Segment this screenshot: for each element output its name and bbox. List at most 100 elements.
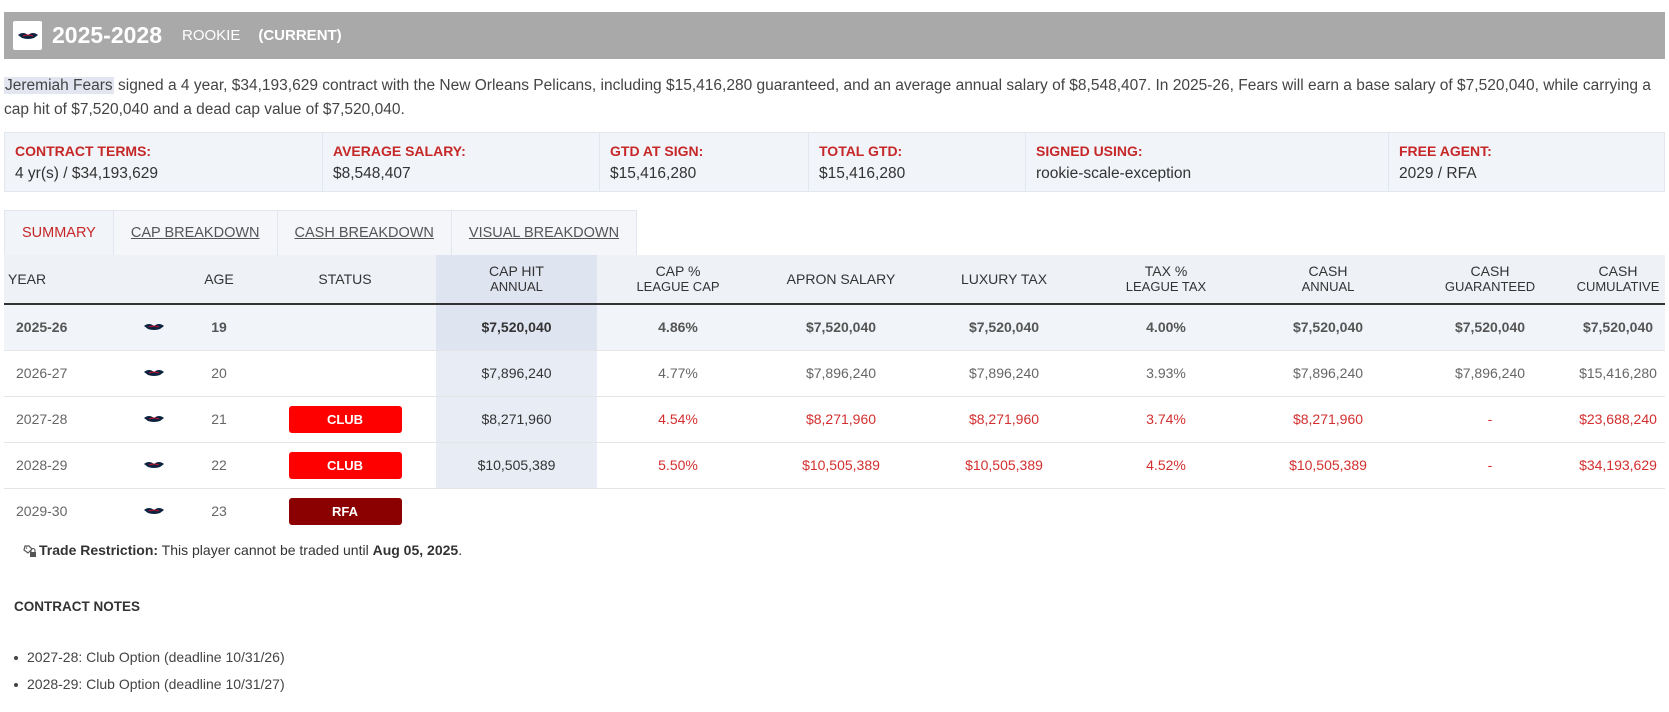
table-row: 2029-30 23 RFA <box>4 488 1665 534</box>
pelicans-logo-icon <box>144 324 164 331</box>
cell-cap-hit: $7,520,040 <box>436 304 597 351</box>
term-label: AVERAGE SALARY: <box>333 143 466 159</box>
cell-cash-cumulative: $23,688,240 <box>1571 396 1665 443</box>
team-logo-cell <box>124 396 184 443</box>
club-option-badge: CLUB <box>288 405 402 433</box>
col-header-cash-annual[interactable]: CASH ANNUAL <box>1247 255 1409 305</box>
cell-apron: $10,505,389 <box>759 442 923 489</box>
pelicans-logo-icon <box>144 508 164 515</box>
cell-luxury: $7,896,240 <box>923 350 1085 397</box>
cell-cash-annual: $7,520,040 <box>1247 304 1409 351</box>
header-sub: ANNUAL <box>490 279 543 294</box>
team-logo-cell <box>124 350 184 397</box>
cell-cash-cumulative: $34,193,629 <box>1571 442 1665 489</box>
tab-visual-breakdown[interactable]: VISUAL BREAKDOWN <box>468 225 620 241</box>
cell-cash-guaranteed <box>1409 488 1571 534</box>
pelicans-logo-icon <box>144 462 164 468</box>
cell-cap-hit <box>436 488 597 534</box>
cell-tax-pct: 3.74% <box>1085 396 1247 443</box>
col-header-cap-pct[interactable]: CAP % LEAGUE CAP <box>597 255 759 305</box>
cell-tax-pct <box>1085 488 1247 534</box>
contract-notes-title: CONTRACT NOTES <box>14 599 140 614</box>
contract-notes-list: 2027-28: Club Option (deadline 10/31/26)… <box>14 644 285 698</box>
contract-type: ROOKIE <box>182 27 241 44</box>
col-header-apron-salary[interactable]: APRON SALARY <box>759 255 923 305</box>
cell-cap-pct: 5.50% <box>597 442 759 489</box>
col-header-tax-pct[interactable]: TAX % LEAGUE TAX <box>1085 255 1247 305</box>
cell-status: CLUB <box>254 396 436 443</box>
trade-restriction-end: . <box>458 542 463 558</box>
col-header-age[interactable]: AGE <box>184 255 254 305</box>
pelicans-logo-icon <box>144 416 164 422</box>
contract-years: 2025-2028 <box>52 22 162 48</box>
cell-year: 2027-28 <box>4 396 124 443</box>
player-name-link[interactable]: Jeremiah Fears <box>4 77 114 94</box>
cell-cash-annual: $8,271,960 <box>1247 396 1409 443</box>
header-main: CASH <box>1598 263 1638 279</box>
list-item: 2027-28: Club Option (deadline 10/31/26) <box>14 644 285 671</box>
cell-tax-pct: 4.00% <box>1085 304 1247 351</box>
col-header-luxury-tax[interactable]: LUXURY TAX <box>923 255 1085 305</box>
cell-cash-guaranteed: $7,896,240 <box>1409 350 1571 397</box>
cell-cash-guaranteed: - <box>1409 442 1571 489</box>
header-sub: ANNUAL <box>1301 279 1355 294</box>
cell-tax-pct: 4.52% <box>1085 442 1247 489</box>
term-contract-terms: CONTRACT TERMS: 4 yr(s) / $34,193,629 <box>5 133 323 191</box>
cell-cap-pct <box>597 488 759 534</box>
cell-luxury: $7,520,040 <box>923 304 1085 351</box>
trade-restriction-label: Trade Restriction: <box>39 542 159 558</box>
trade-restriction-icon <box>23 544 36 557</box>
term-label: CONTRACT TERMS: <box>15 143 152 159</box>
tab-cash-breakdown[interactable]: CASH BREAKDOWN <box>278 211 452 255</box>
cell-age: 23 <box>211 503 227 520</box>
breakdown-tabs: SUMMARY CAP BREAKDOWN CASH BREAKDOWN VIS… <box>4 210 638 255</box>
table-row: 2027-28 21 CLUB $8,271,960 4.54% $8,271,… <box>4 396 1665 443</box>
header-main: CAP HIT <box>489 263 544 279</box>
header-main: TAX % <box>1144 263 1188 279</box>
cell-cash-guaranteed: - <box>1409 396 1571 443</box>
term-value: $15,416,280 <box>819 165 906 182</box>
col-header-logo <box>124 255 184 305</box>
header-sub: LEAGUE TAX <box>1125 279 1207 294</box>
cell-cash-annual: $7,896,240 <box>1247 350 1409 397</box>
pelicans-logo-icon <box>17 32 38 39</box>
col-header-year[interactable]: YEAR <box>4 255 124 305</box>
term-value: 2029 / RFA <box>1399 165 1477 182</box>
contract-summary: Jeremiah Fears signed a 4 year, $34,193,… <box>4 74 1664 122</box>
trade-restriction: Trade Restriction: This player cannot be… <box>21 542 462 558</box>
cell-year: 2026-27 <box>4 350 124 397</box>
header-main: CASH <box>1308 263 1348 279</box>
term-value: $15,416,280 <box>610 165 697 182</box>
table-row: 2026-27 20 $7,896,240 4.77% $7,896,240 $… <box>4 350 1665 397</box>
col-header-cash-guaranteed[interactable]: CASH GUARANTEED <box>1409 255 1571 305</box>
cell-luxury: $8,271,960 <box>923 396 1085 443</box>
term-label: SIGNED USING: <box>1036 143 1143 159</box>
cell-status <box>254 350 436 397</box>
cell-apron: $7,520,040 <box>759 304 923 351</box>
list-item: 2028-29: Club Option (deadline 10/31/27) <box>14 671 285 698</box>
term-signed-using: SIGNED USING: rookie-scale-exception <box>1026 133 1389 191</box>
col-header-cash-cumulative[interactable]: CASH CUMULATIVE <box>1571 255 1665 305</box>
tab-summary[interactable]: SUMMARY <box>5 211 114 255</box>
col-header-cap-hit[interactable]: CAP HIT ANNUAL <box>436 255 597 305</box>
col-header-status[interactable]: STATUS <box>254 255 436 305</box>
header-main: CAP % <box>655 263 701 279</box>
tab-cap-breakdown[interactable]: CAP BREAKDOWN <box>114 211 278 255</box>
cell-age: 21 <box>184 396 254 443</box>
cell-cash-annual: $10,505,389 <box>1247 442 1409 489</box>
cell-year: 2029-30 <box>16 503 68 520</box>
cell-apron <box>759 488 923 534</box>
contract-header: 2025-2028 ROOKIE (CURRENT) <box>4 12 1665 59</box>
team-logo <box>13 21 42 50</box>
cell-year: 2028-29 <box>4 442 124 489</box>
cell-age: 20 <box>184 350 254 397</box>
cell-apron: $8,271,960 <box>759 396 923 443</box>
table-row: 2028-29 22 CLUB $10,505,389 5.50% $10,50… <box>4 442 1665 489</box>
cell-cap-pct: 4.54% <box>597 396 759 443</box>
cell-cash-cumulative <box>1571 488 1665 534</box>
team-logo-cell <box>124 488 184 534</box>
cell-cap-pct: 4.86% <box>597 304 759 351</box>
header-main: CASH <box>1470 263 1510 279</box>
cell-status: RFA <box>254 488 436 534</box>
cell-luxury: $10,505,389 <box>923 442 1085 489</box>
